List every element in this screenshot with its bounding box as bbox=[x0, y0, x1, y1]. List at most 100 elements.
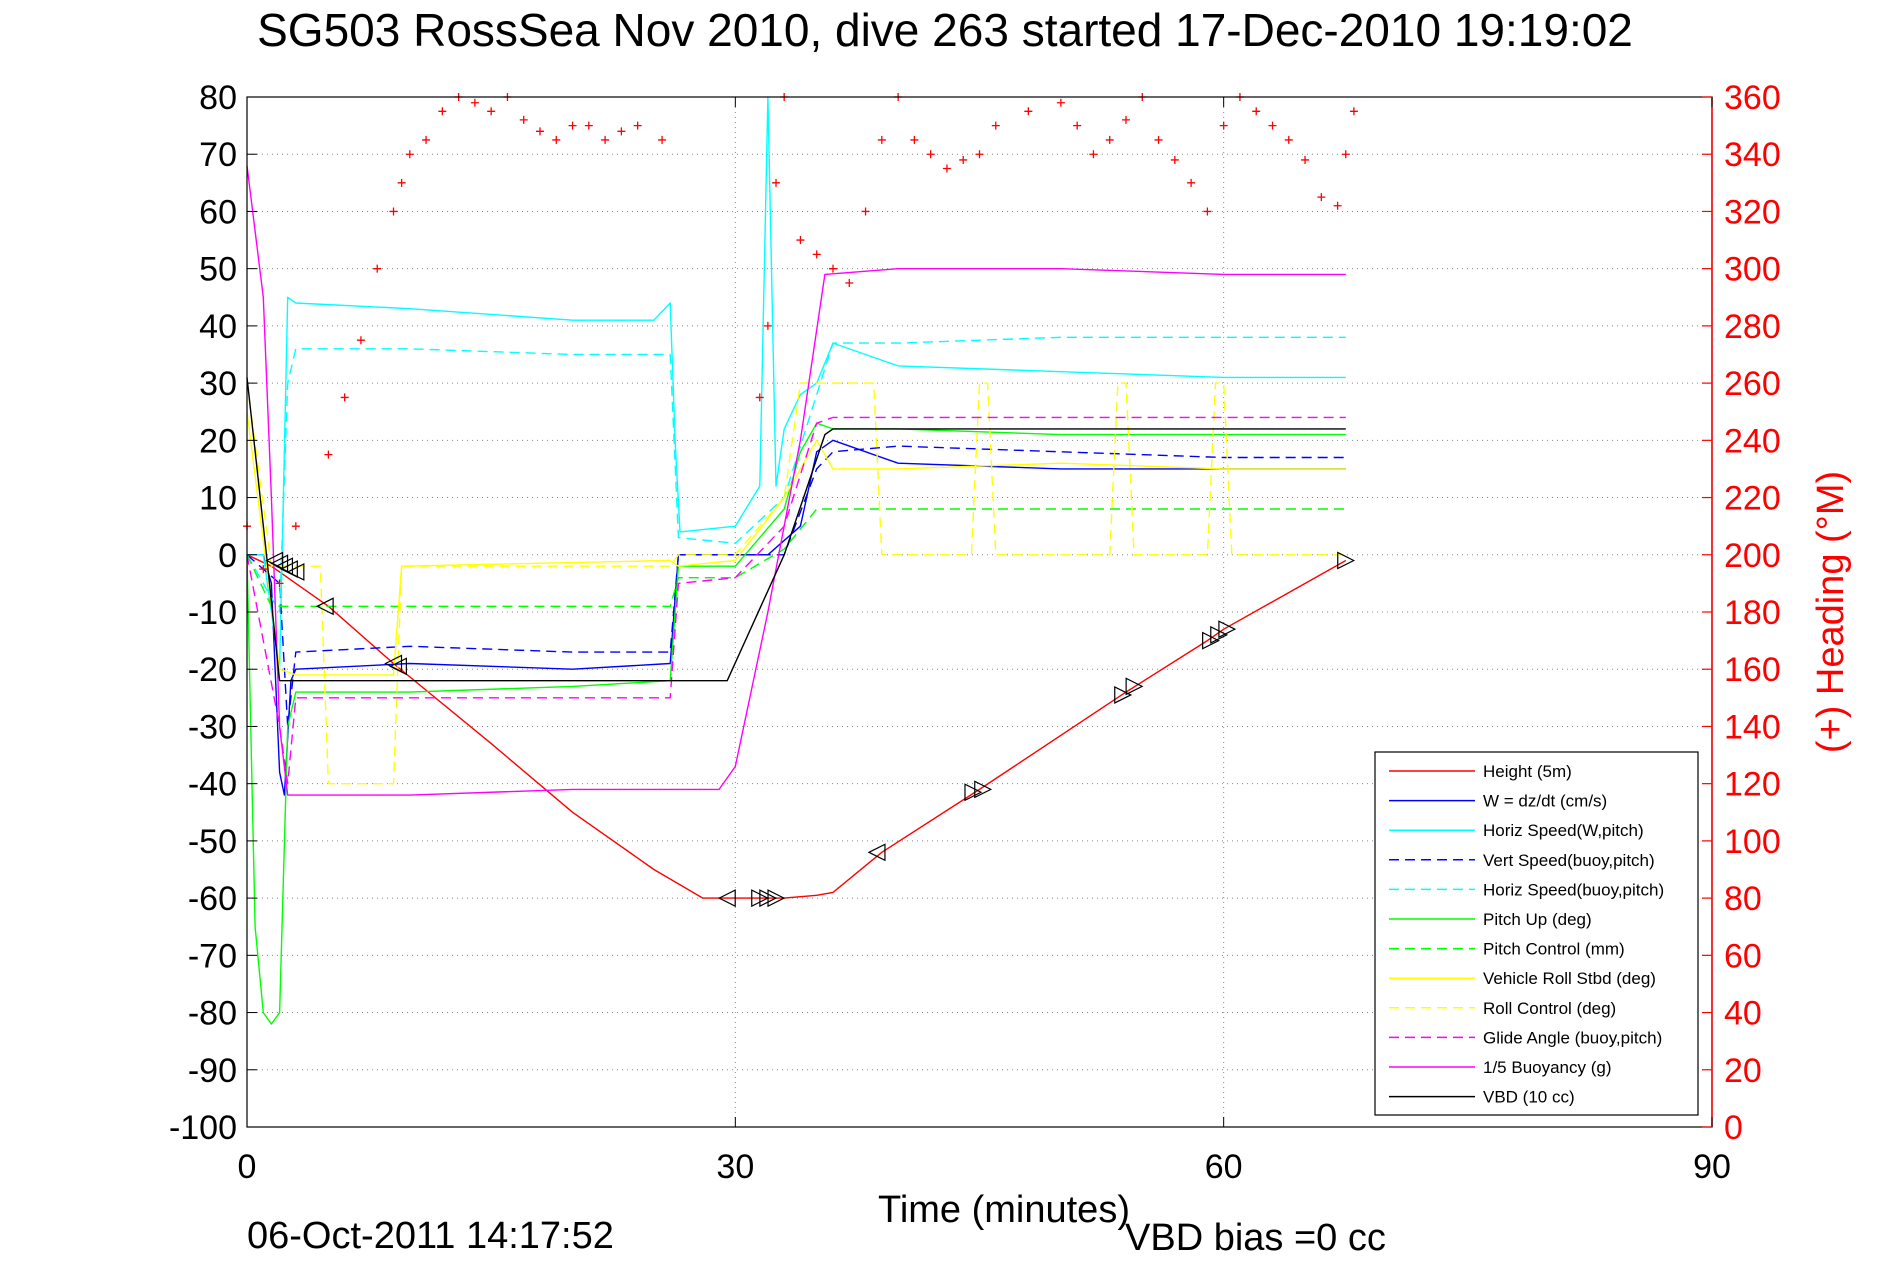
height-marker bbox=[1114, 686, 1133, 704]
heading-point bbox=[1154, 135, 1163, 144]
height-marker bbox=[389, 657, 407, 676]
y-tick-label: 80 bbox=[199, 79, 237, 117]
heading-point bbox=[356, 336, 365, 345]
heading-point bbox=[1333, 201, 1342, 210]
y-right-tick-label: 80 bbox=[1724, 880, 1762, 918]
heading-point bbox=[389, 207, 398, 216]
x-tick-label: 90 bbox=[1693, 1148, 1731, 1186]
y-right-tick-label: 60 bbox=[1724, 937, 1762, 975]
height-marker bbox=[717, 889, 736, 908]
heading-point bbox=[601, 135, 610, 144]
y-tick-label: -50 bbox=[188, 823, 237, 861]
height-marker bbox=[1337, 551, 1356, 570]
legend-label: W = dz/dt (cm/s) bbox=[1483, 792, 1607, 811]
heading-point bbox=[772, 178, 781, 187]
y-axis-right: 3603403203002802602402202001801601401201… bbox=[1702, 79, 1781, 1147]
heading-point bbox=[1349, 107, 1358, 116]
y-tick-label: 50 bbox=[199, 251, 237, 289]
y-right-tick-label: 40 bbox=[1724, 995, 1762, 1033]
y-right-tick-label: 180 bbox=[1724, 594, 1781, 632]
y-right-tick-label: 140 bbox=[1724, 708, 1781, 746]
heading-point bbox=[1317, 193, 1326, 202]
heading-point bbox=[959, 155, 968, 164]
series-line-7 bbox=[246, 508, 1346, 607]
x-tick-label: 60 bbox=[1205, 1148, 1243, 1186]
series-line-10 bbox=[246, 416, 1346, 785]
series-line-9 bbox=[246, 382, 1346, 785]
heading-point bbox=[910, 135, 919, 144]
series-line-11 bbox=[246, 165, 1346, 796]
y-tick-label: 30 bbox=[199, 365, 237, 403]
heading-point bbox=[1073, 121, 1082, 130]
heading-point bbox=[763, 321, 772, 330]
heading-point bbox=[1268, 121, 1277, 130]
y-right-tick-label: 280 bbox=[1724, 308, 1781, 346]
height-marker bbox=[867, 843, 886, 862]
y-tick-label: -30 bbox=[188, 708, 237, 746]
heading-point bbox=[405, 150, 414, 159]
legend-label: Horiz Speed(W,pitch) bbox=[1483, 821, 1644, 840]
legend-label: Pitch Up (deg) bbox=[1483, 910, 1592, 929]
x-tick-label: 0 bbox=[238, 1148, 257, 1186]
heading-point bbox=[1252, 107, 1261, 116]
heading-point bbox=[584, 121, 593, 130]
heading-point bbox=[438, 107, 447, 116]
timestamp-footer: 06-Oct-2011 14:17:52 bbox=[247, 1215, 614, 1257]
y-tick-label: -80 bbox=[188, 995, 237, 1033]
legend-label: VBD (10 cc) bbox=[1483, 1088, 1575, 1107]
heading-point bbox=[536, 127, 544, 136]
y-tick-label: 10 bbox=[199, 480, 237, 518]
y-tick-label: 40 bbox=[199, 308, 237, 346]
y-right-tick-label: 100 bbox=[1724, 823, 1781, 861]
height-marker bbox=[767, 889, 786, 908]
heading-point bbox=[926, 150, 935, 159]
legend-label: Height (5m) bbox=[1483, 762, 1572, 781]
legend-label: Pitch Control (mm) bbox=[1483, 940, 1625, 959]
series-line-12 bbox=[246, 377, 1346, 682]
y-tick-label: -40 bbox=[188, 766, 237, 804]
heading-point bbox=[1024, 107, 1033, 116]
y-tick-label: 60 bbox=[199, 193, 237, 231]
heading-point bbox=[1301, 155, 1310, 164]
y-tick-label: 20 bbox=[199, 422, 237, 460]
heading-point bbox=[373, 264, 382, 273]
y-right-tick-label: 0 bbox=[1724, 1109, 1743, 1147]
y-tick-label: 70 bbox=[199, 136, 237, 174]
heading-point bbox=[259, 565, 268, 574]
y-right-tick-label: 320 bbox=[1724, 193, 1781, 231]
y-tick-label: -70 bbox=[188, 937, 237, 975]
height-marker bbox=[315, 597, 334, 616]
heading-point bbox=[470, 98, 479, 107]
y-tick-label: -100 bbox=[169, 1109, 237, 1147]
heading-point bbox=[552, 135, 561, 144]
height-markers bbox=[265, 551, 1356, 908]
heading-point bbox=[397, 178, 406, 187]
x-axis: 0 30 60 90 bbox=[238, 97, 1731, 1186]
y-right-tick-label: 260 bbox=[1724, 365, 1781, 403]
y-right-tick-label: 300 bbox=[1724, 251, 1781, 289]
chart-title: SG503 RossSea Nov 2010, dive 263 started… bbox=[257, 4, 1633, 56]
heading-markers bbox=[243, 93, 1358, 588]
y-right-tick-label: 220 bbox=[1724, 480, 1781, 518]
y-right-tick-label: 120 bbox=[1724, 766, 1781, 804]
heading-point bbox=[877, 135, 886, 144]
heading-point bbox=[845, 278, 854, 287]
heading-point bbox=[519, 115, 528, 124]
y-right-tick-label: 160 bbox=[1724, 651, 1781, 689]
y-right-tick-label: 20 bbox=[1724, 1052, 1762, 1090]
heading-point bbox=[942, 164, 951, 173]
heading-point bbox=[755, 393, 764, 402]
heading-point bbox=[1170, 155, 1179, 164]
y-tick-label: -20 bbox=[188, 651, 237, 689]
vbd-bias-label: VBD bias =0 cc bbox=[1125, 1217, 1386, 1259]
heading-point bbox=[1056, 98, 1065, 107]
legend-box bbox=[1374, 751, 1699, 1116]
heading-point bbox=[291, 522, 300, 531]
height-marker bbox=[286, 562, 305, 581]
legend-label: 1/5 Buoyancy (g) bbox=[1483, 1058, 1612, 1077]
heading-point bbox=[991, 121, 1000, 130]
y-tick-label: -10 bbox=[188, 594, 237, 632]
heading-point bbox=[1341, 150, 1350, 159]
y-right-tick-label: 360 bbox=[1724, 79, 1781, 117]
